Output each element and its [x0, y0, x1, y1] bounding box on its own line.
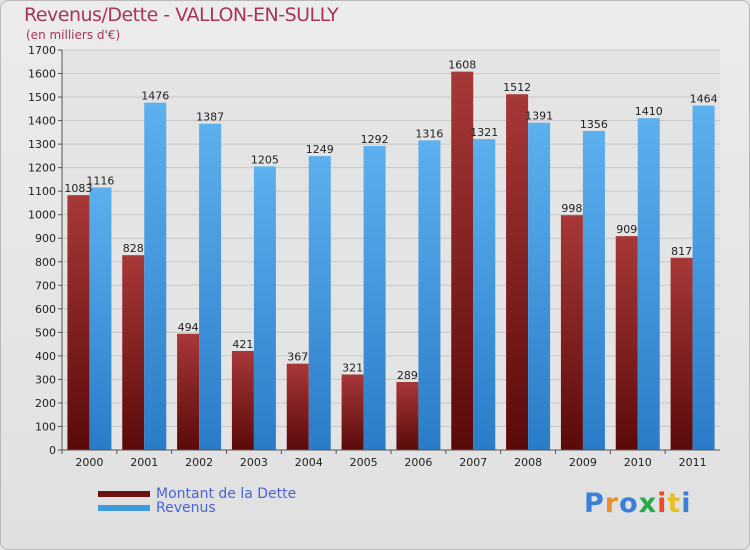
x-tick-label: 2011: [679, 456, 707, 469]
chart-subtitle: (en milliers d'€): [26, 28, 121, 42]
y-tick-label: 1100: [28, 185, 56, 198]
bar-debt: [615, 236, 638, 450]
data-label: 494: [178, 321, 199, 334]
data-label: 1512: [503, 81, 531, 94]
bar-revenus: [308, 156, 331, 450]
x-tick-label: 2006: [404, 456, 432, 469]
bar-revenus: [363, 146, 386, 450]
bar-debt: [451, 71, 474, 450]
legend-swatch-revenus: [98, 505, 150, 511]
y-tick-label: 1500: [28, 91, 56, 104]
y-tick-label: 1000: [28, 209, 56, 222]
x-tick-label: 2001: [130, 456, 158, 469]
logo-letter: o: [619, 488, 639, 519]
data-label: 1292: [361, 133, 389, 146]
x-tick-label: 2004: [295, 456, 323, 469]
bar-revenus: [637, 118, 660, 450]
data-label: 1608: [448, 59, 476, 72]
data-label: 1316: [415, 127, 443, 140]
bar-debt: [396, 382, 419, 450]
data-label: 1116: [86, 174, 114, 187]
logo-letter: x: [638, 488, 658, 519]
logo-letter: t: [667, 488, 682, 519]
data-label: 1391: [525, 110, 553, 123]
data-label: 828: [123, 242, 144, 255]
bar-debt: [341, 374, 364, 450]
y-tick-label: 1700: [28, 44, 56, 57]
logo-letter: i: [681, 488, 692, 519]
bar-revenus: [253, 166, 276, 450]
bar-debt: [560, 215, 583, 450]
y-tick-label: 100: [35, 420, 56, 433]
x-tick-label: 2010: [624, 456, 652, 469]
data-label: 421: [232, 338, 253, 351]
data-label: 1249: [306, 143, 334, 156]
legend-label-debt: Montant de la Dette: [156, 486, 297, 502]
y-tick-label: 700: [35, 279, 56, 292]
data-label: 1083: [64, 182, 92, 195]
bar-revenus: [473, 139, 496, 451]
chart-title: Revenus/Dette - VALLON-EN-SULLY: [24, 4, 339, 26]
bar-debt: [231, 350, 254, 450]
legend-swatch-debt: [98, 491, 150, 497]
bar-revenus: [144, 102, 167, 451]
bar-debt: [286, 363, 309, 450]
bar-debt: [506, 94, 529, 450]
y-tick-label: 500: [35, 326, 56, 339]
bar-revenus: [528, 122, 551, 451]
bar-debt: [670, 257, 693, 450]
y-tick-label: 1300: [28, 138, 56, 151]
data-label: 1387: [196, 111, 224, 124]
x-tick-label: 2005: [350, 456, 378, 469]
bar-revenus: [199, 123, 222, 450]
y-tick-label: 1200: [28, 162, 56, 175]
data-label: 909: [616, 223, 637, 236]
logo-letter: r: [604, 488, 620, 519]
y-tick-label: 600: [35, 303, 56, 316]
y-tick-label: 800: [35, 256, 56, 269]
bar-debt: [122, 255, 145, 450]
y-tick-label: 1600: [28, 68, 56, 81]
y-tick-label: 1400: [28, 115, 56, 128]
data-label: 367: [287, 351, 308, 364]
y-tick-label: 400: [35, 350, 56, 363]
y-tick-label: 0: [49, 444, 56, 457]
plot-area: [62, 50, 720, 450]
y-tick-label: 900: [35, 232, 56, 245]
data-label: 1464: [690, 93, 718, 106]
data-label: 1410: [635, 105, 663, 118]
bar-debt: [177, 333, 200, 450]
x-tick-label: 2009: [569, 456, 597, 469]
data-label: 289: [397, 369, 418, 382]
x-tick-label: 2003: [240, 456, 268, 469]
x-tick-label: 2008: [514, 456, 542, 469]
bar-revenus: [582, 130, 605, 451]
bar-revenus: [692, 105, 715, 450]
legend-label-revenus: Revenus: [156, 500, 216, 516]
y-tick-label: 300: [35, 373, 56, 386]
data-label: 1205: [251, 153, 279, 166]
y-tick-label: 200: [35, 397, 56, 410]
x-tick-label: 2002: [185, 456, 213, 469]
bar-debt: [67, 195, 90, 450]
proxiti-logo: Proxiti: [584, 488, 692, 519]
x-tick-label: 2007: [459, 456, 487, 469]
logo-letter: i: [657, 488, 668, 519]
x-tick-label: 2000: [75, 456, 103, 469]
data-label: 1321: [470, 126, 498, 139]
bar-revenus: [418, 140, 441, 450]
logo-letter: P: [584, 488, 605, 519]
data-label: 817: [671, 245, 692, 258]
bar-revenus: [89, 187, 112, 451]
data-label: 321: [342, 361, 363, 374]
data-label: 1356: [580, 118, 608, 131]
data-label: 998: [561, 202, 582, 215]
data-label: 1476: [141, 90, 169, 103]
